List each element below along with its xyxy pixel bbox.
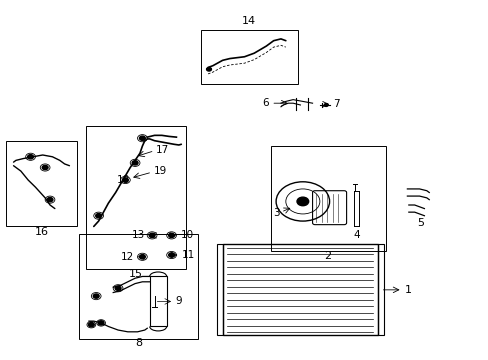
Text: 7: 7 xyxy=(333,99,340,109)
Circle shape xyxy=(296,197,308,206)
Text: 4: 4 xyxy=(352,230,359,240)
Bar xyxy=(222,244,377,336)
Circle shape xyxy=(115,286,121,291)
Text: 14: 14 xyxy=(242,16,256,26)
Circle shape xyxy=(47,198,53,202)
Circle shape xyxy=(324,104,327,107)
Text: 9: 9 xyxy=(175,296,182,306)
Circle shape xyxy=(98,321,104,325)
Circle shape xyxy=(96,213,102,218)
Circle shape xyxy=(139,255,145,259)
Text: 11: 11 xyxy=(182,250,195,260)
Circle shape xyxy=(88,323,94,327)
Circle shape xyxy=(149,233,155,238)
Circle shape xyxy=(42,165,48,170)
Bar xyxy=(86,126,186,269)
Bar xyxy=(377,244,383,336)
Text: 8: 8 xyxy=(135,338,142,348)
Bar xyxy=(216,244,222,336)
Bar xyxy=(271,146,385,251)
Circle shape xyxy=(122,178,128,182)
Text: 1: 1 xyxy=(404,285,411,295)
Text: 6: 6 xyxy=(262,98,268,108)
Circle shape xyxy=(28,155,33,159)
Circle shape xyxy=(168,233,174,238)
Text: 17: 17 xyxy=(156,145,169,155)
Text: 5: 5 xyxy=(416,218,423,228)
Bar xyxy=(79,234,198,339)
Bar xyxy=(6,141,77,226)
Circle shape xyxy=(93,294,99,298)
Text: 16: 16 xyxy=(35,227,49,237)
Bar xyxy=(149,276,166,327)
Text: 12: 12 xyxy=(120,252,133,262)
Text: 19: 19 xyxy=(153,166,166,176)
Circle shape xyxy=(132,161,138,165)
Text: 18: 18 xyxy=(116,175,130,185)
Text: 13: 13 xyxy=(131,230,144,240)
Text: 15: 15 xyxy=(129,269,143,279)
Circle shape xyxy=(206,67,211,71)
Text: 10: 10 xyxy=(180,230,193,240)
Bar xyxy=(201,30,297,84)
Text: 3: 3 xyxy=(272,208,279,218)
Circle shape xyxy=(139,136,145,140)
Circle shape xyxy=(168,253,174,257)
Text: 2: 2 xyxy=(324,251,331,261)
